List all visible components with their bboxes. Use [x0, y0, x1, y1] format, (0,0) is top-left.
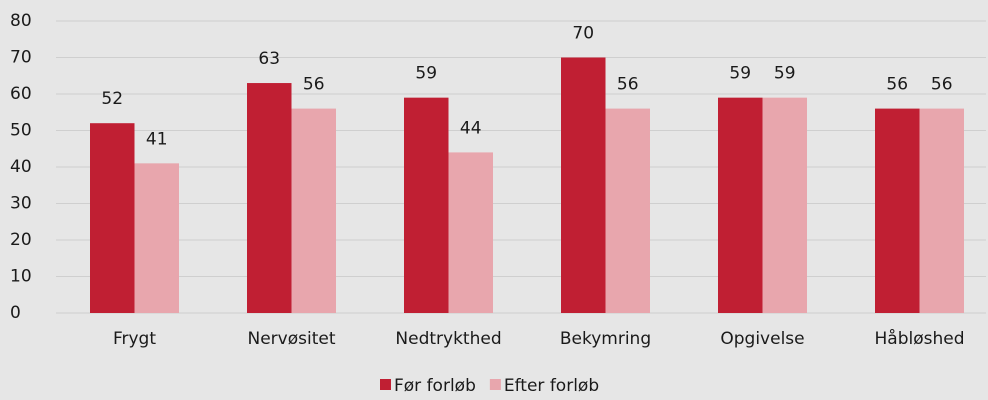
data-label: 56: [303, 75, 325, 95]
data-label: 70: [572, 24, 594, 44]
y-tick-label: 20: [10, 230, 32, 250]
legend-swatch: [380, 379, 391, 390]
y-tick-label: 0: [10, 303, 21, 323]
data-label: 59: [729, 64, 751, 84]
data-label: 56: [617, 75, 639, 95]
bar: [875, 108, 920, 313]
data-label: 56: [886, 75, 908, 95]
bar: [718, 97, 763, 314]
bar: [561, 57, 606, 313]
data-label: 41: [146, 129, 168, 149]
bar: [762, 97, 807, 314]
y-tick-label: 10: [10, 267, 32, 287]
x-tick-label: Opgivelse: [720, 329, 804, 349]
x-tick-label: Frygt: [113, 329, 156, 349]
y-tick-label: 30: [10, 194, 32, 214]
x-tick-label: Bekymring: [560, 329, 651, 349]
bar: [291, 108, 336, 313]
legend-label: Før forløb: [394, 376, 476, 396]
legend-label: Efter forløb: [504, 376, 599, 396]
bar: [247, 83, 292, 313]
x-tick-label: Nervøsitet: [248, 329, 336, 349]
data-label: 52: [101, 89, 123, 109]
bar: [605, 108, 650, 313]
bar: [404, 97, 449, 314]
data-label: 63: [258, 49, 280, 69]
bar: [919, 108, 964, 313]
bar: [448, 152, 493, 313]
legend-swatch: [489, 379, 501, 390]
x-tick-label: Håbløshed: [875, 328, 965, 349]
data-label: 56: [931, 75, 953, 95]
y-tick-label: 80: [10, 11, 32, 31]
x-tick-label: Nedtrykthed: [395, 329, 501, 349]
data-label: 59: [415, 64, 437, 84]
y-tick-label: 40: [10, 157, 32, 177]
y-tick-label: 70: [10, 48, 32, 68]
data-label: 44: [460, 118, 482, 138]
y-tick-label: 50: [10, 121, 32, 141]
y-tick-label: 60: [10, 84, 32, 104]
bar: [134, 163, 179, 313]
bar: [90, 123, 135, 313]
data-label: 59: [774, 64, 796, 84]
